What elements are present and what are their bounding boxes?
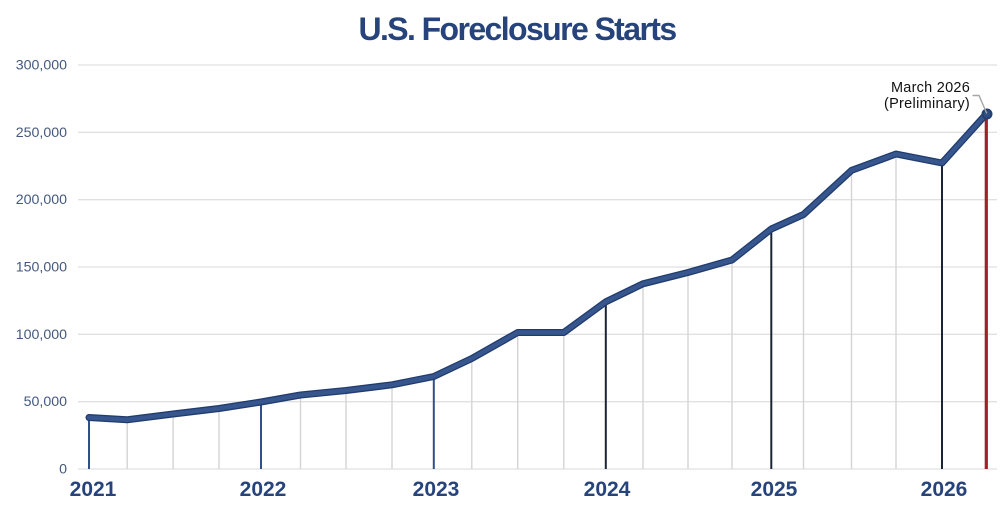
svg-text:2025: 2025 [751,478,798,501]
svg-text:250,000: 250,000 [16,125,67,141]
svg-text:150,000: 150,000 [16,260,67,276]
svg-text:300,000: 300,000 [16,58,67,74]
svg-text:2026: 2026 [921,478,968,501]
svg-text:2024: 2024 [584,478,631,501]
svg-text:200,000: 200,000 [16,192,67,208]
svg-text:March 2026: March 2026 [891,80,970,96]
svg-text:2022: 2022 [240,478,287,501]
svg-text:U.S. Foreclosure Starts: U.S. Foreclosure Starts [358,11,676,47]
svg-text:2021: 2021 [70,478,117,501]
svg-text:2023: 2023 [413,478,460,501]
svg-text:100,000: 100,000 [16,327,67,343]
svg-text:(Preliminary): (Preliminary) [884,96,970,112]
svg-text:0: 0 [59,462,67,478]
svg-text:50,000: 50,000 [24,394,68,410]
